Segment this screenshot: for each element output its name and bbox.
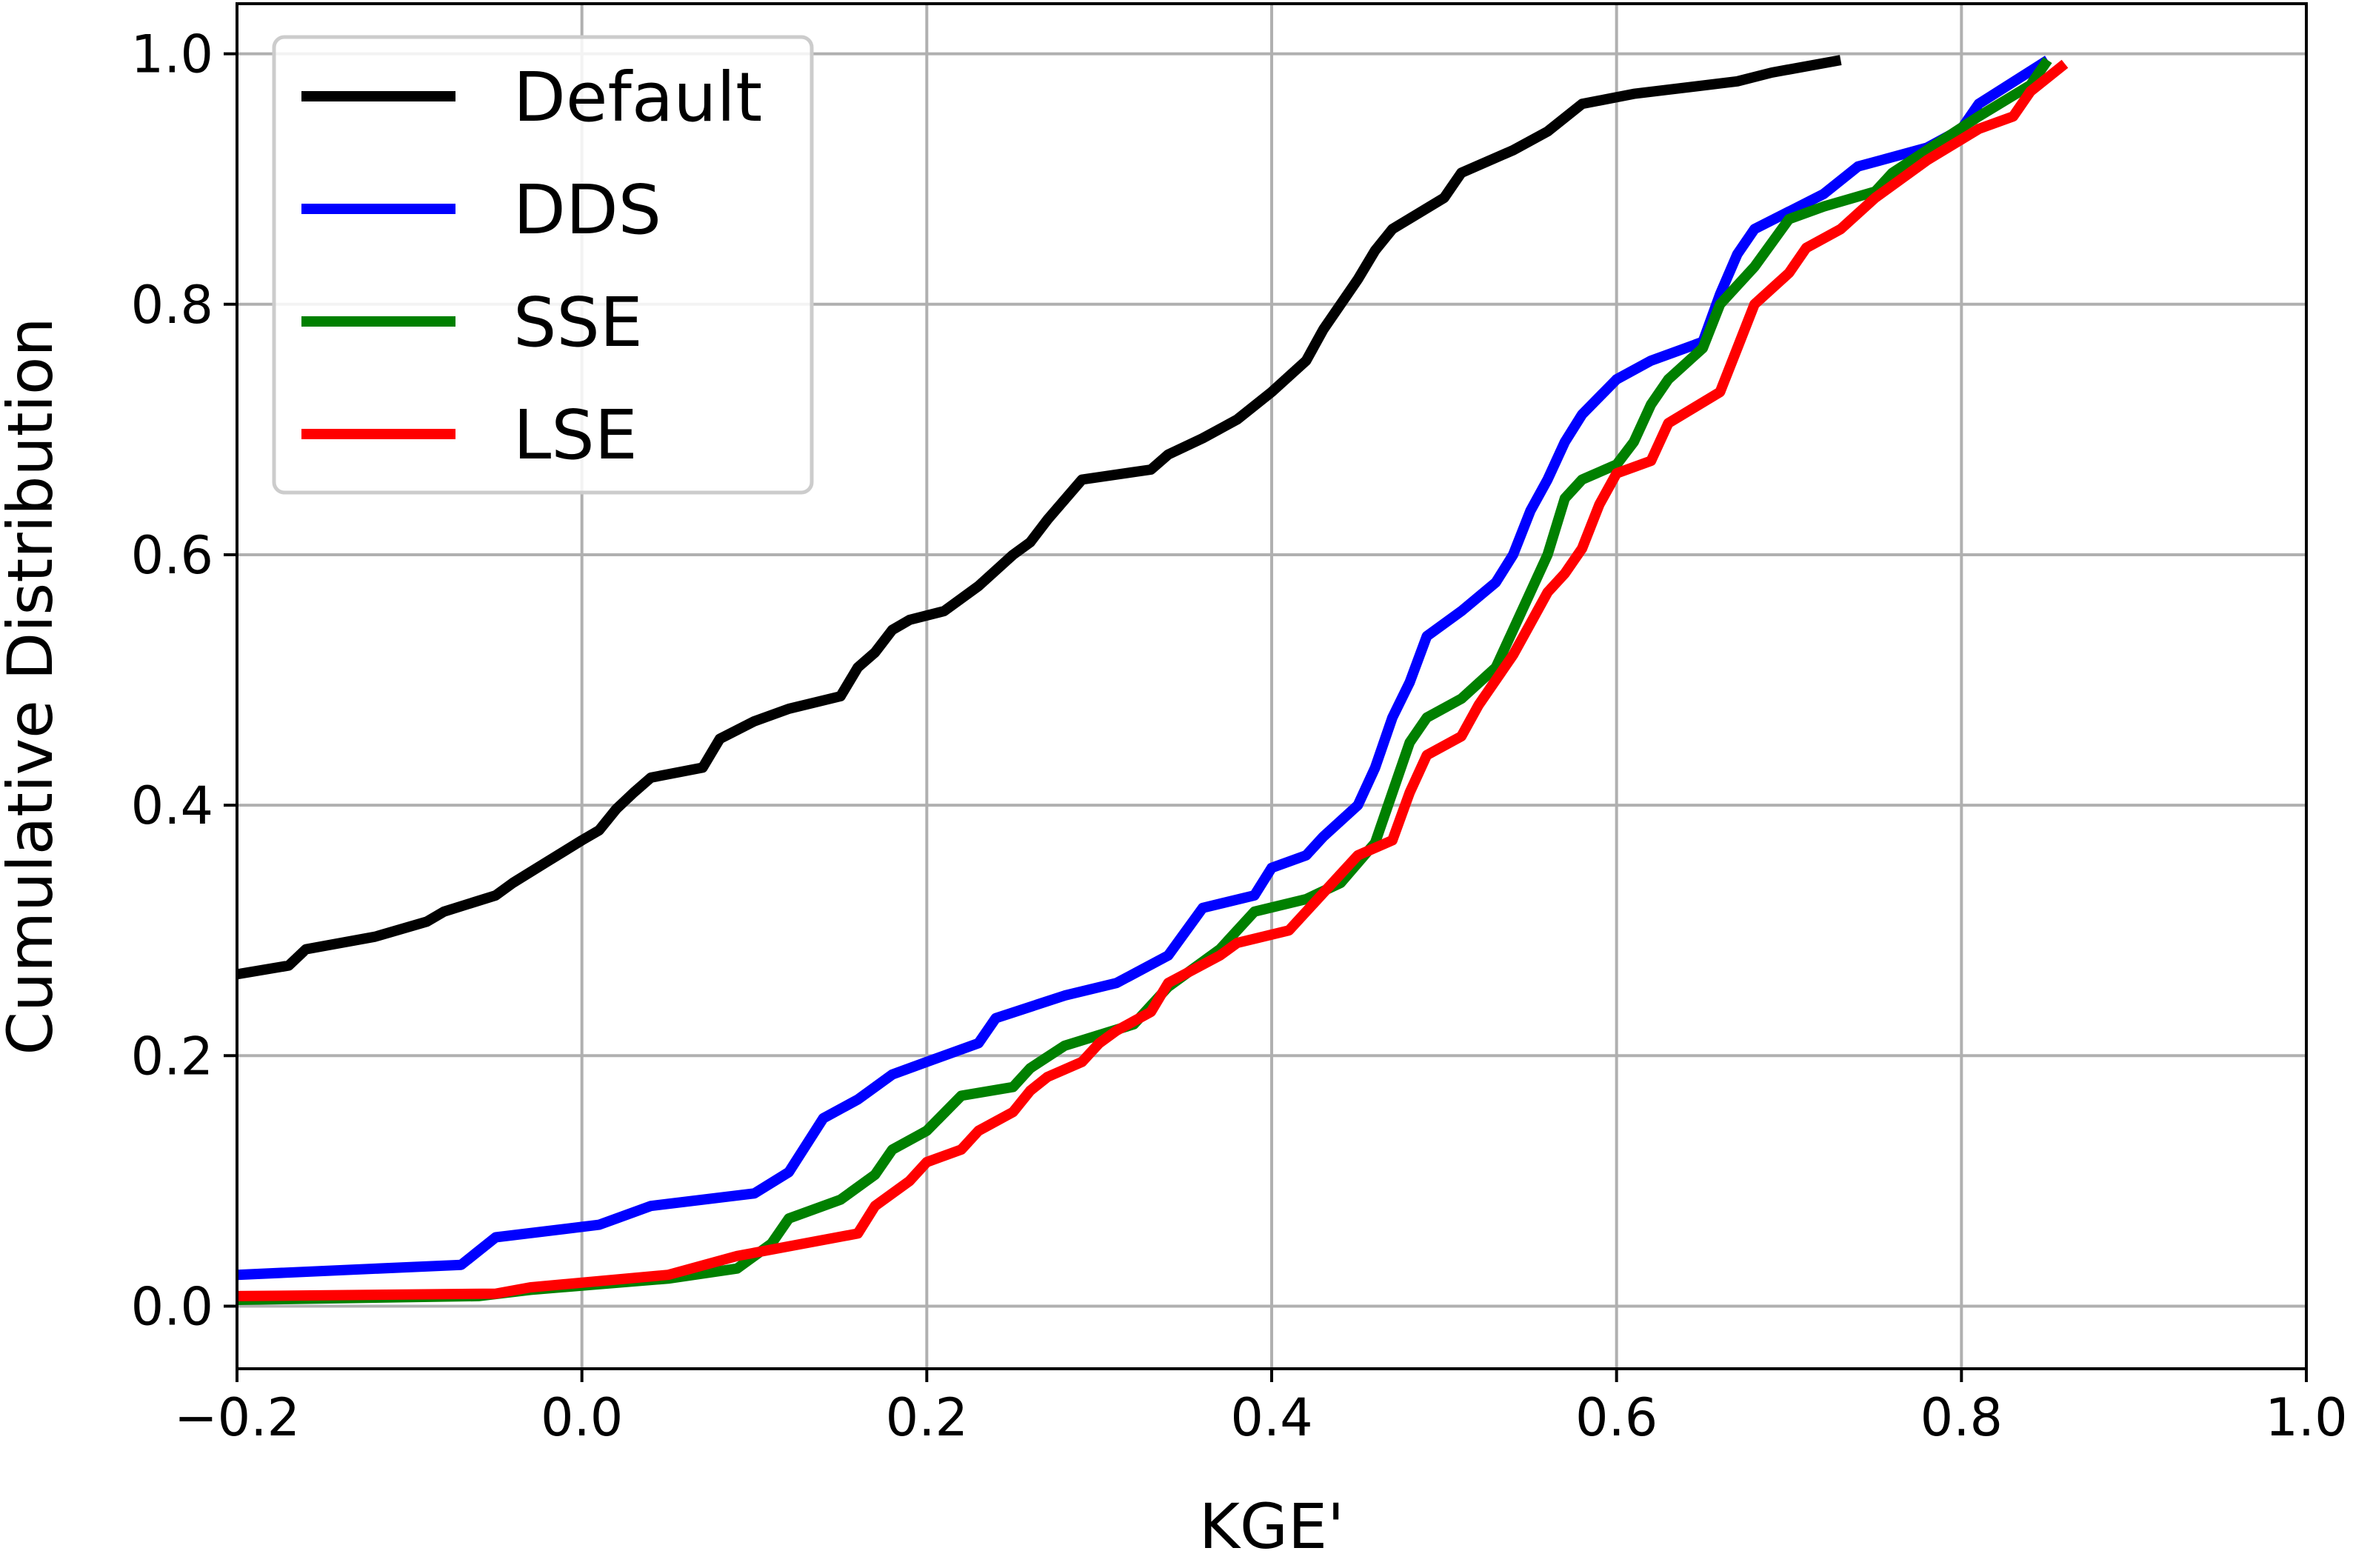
legend-label-sse: SSE [513, 283, 643, 362]
axis-ticks: −0.2 0.0 0.2 0.4 0.6 0.8 1.0 0.0 0.2 0.4 0.6 0.8 1.0 [131, 24, 2348, 1448]
y-axis-title: Cumulative Distribution [0, 317, 67, 1055]
x-tick-label: 1.0 [2265, 1387, 2347, 1448]
y-tick-label: 0.6 [131, 525, 213, 586]
series-lines [236, 55, 2069, 1305]
legend-label-dds: DDS [513, 170, 661, 250]
series-line-default [236, 55, 1842, 980]
series-line-dds [236, 56, 2051, 1281]
series-line-sse [236, 57, 2052, 1305]
x-axis-title: KGE' [1199, 1490, 1344, 1563]
x-tick-label: 0.4 [1230, 1387, 1312, 1448]
x-tick-label: 0.0 [541, 1387, 623, 1448]
x-tick-label: 0.8 [1920, 1387, 2003, 1448]
y-tick-label: 1.0 [131, 24, 213, 85]
x-tick-label: −0.2 [174, 1387, 300, 1448]
y-tick-label: 0.4 [131, 775, 213, 836]
series-line-lse [236, 59, 2069, 1301]
legend: Default DDS SSE LSE [272, 35, 814, 495]
legend-box [272, 35, 814, 495]
y-tick-label: 0.2 [131, 1026, 213, 1087]
legend-label-default: Default [513, 58, 762, 137]
x-tick-label: 0.2 [886, 1387, 968, 1448]
x-tick-label: 0.6 [1575, 1387, 1658, 1448]
y-tick-label: 0.0 [131, 1276, 213, 1337]
y-tick-label: 0.8 [131, 275, 213, 336]
legend-label-lse: LSE [513, 396, 638, 475]
